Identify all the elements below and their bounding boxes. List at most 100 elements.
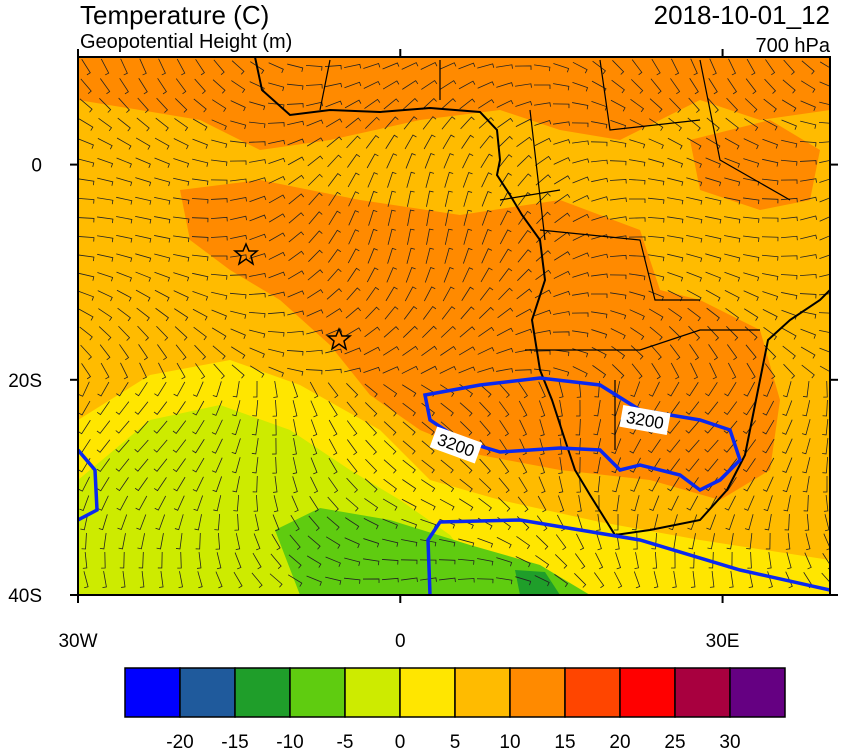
wind-barb xyxy=(384,306,399,320)
wind-barb xyxy=(822,399,828,417)
wind-barb xyxy=(364,498,379,512)
wind-barb xyxy=(212,381,222,398)
wind-barb xyxy=(78,197,95,204)
wind-barb xyxy=(553,311,570,316)
wind-barb xyxy=(514,65,532,70)
wind-barb xyxy=(154,235,171,243)
wind-barb xyxy=(800,328,816,339)
wind-barb xyxy=(799,140,817,147)
wind-barb xyxy=(571,312,589,317)
wind-barb xyxy=(649,326,663,341)
wind-barb xyxy=(344,577,361,584)
wind-barb xyxy=(154,216,171,224)
wind-barb xyxy=(96,420,111,434)
wind-barb xyxy=(615,552,622,570)
wind-barb xyxy=(287,367,304,376)
wind-barb xyxy=(249,365,265,378)
wind-barb xyxy=(651,363,661,380)
wind-barb xyxy=(306,555,322,568)
wind-barb xyxy=(308,192,323,206)
wind-barb xyxy=(407,228,415,245)
wind-barb xyxy=(742,420,757,435)
y-tick-label: 40S xyxy=(8,586,42,607)
wind-barb xyxy=(192,381,204,397)
wind-barb xyxy=(553,349,570,357)
wind-barb xyxy=(381,577,399,583)
wind-barb xyxy=(496,557,513,567)
wind-barb xyxy=(629,438,642,454)
wind-barb xyxy=(383,384,398,398)
wind-barb xyxy=(515,83,532,88)
wind-barb xyxy=(805,533,811,551)
wind-barb xyxy=(463,228,473,245)
wind-barb xyxy=(173,272,190,282)
wind-barb xyxy=(116,234,133,243)
wind-barb xyxy=(117,117,131,132)
wind-barb xyxy=(650,78,662,95)
wind-barb xyxy=(804,552,812,570)
wind-barb xyxy=(287,83,304,90)
wind-barb xyxy=(268,348,285,357)
wind-barb xyxy=(801,364,815,379)
wind-barb xyxy=(347,267,360,282)
wind-barb xyxy=(269,573,283,588)
wind-barb xyxy=(763,495,773,512)
wind-barb xyxy=(724,381,737,397)
wind-barb xyxy=(686,382,699,397)
wind-barb xyxy=(497,117,514,128)
wind-barb xyxy=(402,459,416,474)
wind-barb xyxy=(462,267,474,283)
wind-barb xyxy=(153,458,168,472)
wind-barb xyxy=(230,120,247,130)
wind-barb xyxy=(173,197,190,205)
wind-barb xyxy=(78,138,94,149)
wind-barb xyxy=(444,171,454,188)
wind-barb xyxy=(762,138,779,149)
map-fill: 3200 3200 xyxy=(78,57,830,595)
wind-barb xyxy=(401,498,417,511)
wind-barb xyxy=(535,555,550,569)
wind-barb xyxy=(781,216,798,222)
wind-barb xyxy=(80,78,92,94)
x-tick-label: 30E xyxy=(706,631,740,652)
wind-barb xyxy=(631,514,639,531)
wind-barb xyxy=(613,571,623,589)
wind-barb xyxy=(707,97,719,113)
wind-barb xyxy=(745,78,757,95)
wind-barb xyxy=(800,234,818,240)
wind-barb xyxy=(459,478,473,493)
wind-barb xyxy=(459,326,476,338)
wind-barb xyxy=(210,198,228,203)
wind-barb xyxy=(249,347,265,358)
wind-barb xyxy=(192,178,209,186)
wind-barb xyxy=(97,216,114,224)
wind-barb xyxy=(476,578,494,584)
wind-barb xyxy=(439,539,456,547)
wind-barb xyxy=(234,552,242,570)
wind-barb xyxy=(577,495,582,512)
wind-barb xyxy=(115,401,130,415)
wind-barb xyxy=(824,514,830,532)
wind-barb xyxy=(704,458,719,472)
wind-barb xyxy=(249,195,267,203)
wind-barb xyxy=(725,307,740,322)
wind-barb xyxy=(685,401,700,415)
wind-barb xyxy=(97,235,114,243)
wind-barb xyxy=(231,346,246,359)
wind-barb xyxy=(78,476,90,492)
wind-barb xyxy=(175,344,187,361)
wind-barb xyxy=(819,101,830,106)
wind-barb xyxy=(268,194,286,204)
wind-barb xyxy=(553,63,570,73)
wind-barb xyxy=(552,331,570,336)
wind-barb xyxy=(138,551,144,569)
wind-barb xyxy=(459,459,473,474)
wind-barb xyxy=(366,153,379,169)
wind-barb xyxy=(229,292,247,299)
wind-barb xyxy=(173,177,190,186)
colorbar-box xyxy=(729,667,786,718)
wind-barb xyxy=(575,418,581,436)
wind-barb xyxy=(747,551,752,569)
wind-barb xyxy=(498,401,510,418)
wind-barb xyxy=(690,571,696,588)
